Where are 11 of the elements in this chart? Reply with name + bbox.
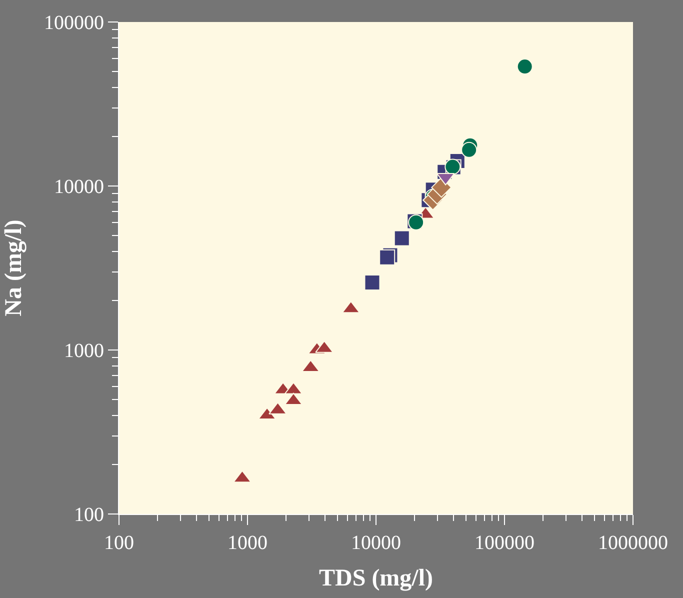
y-tick-label: 1000 [64, 340, 104, 362]
x-tick-label: 10000 [351, 532, 401, 554]
y-tick-label: 100000 [44, 12, 104, 34]
x-tick-label: 100 [104, 532, 134, 554]
x-tick-label: 1000 [228, 532, 268, 554]
y-tick-label: 100 [74, 504, 104, 526]
x-tick-label: 1000000 [598, 532, 668, 554]
y-tick-label: 10000 [54, 176, 104, 198]
x-tick-label: 100000 [474, 532, 534, 554]
y-axis-title: Na (mg/l) [1, 220, 28, 316]
x-axis-title: TDS (mg/l) [319, 565, 433, 592]
